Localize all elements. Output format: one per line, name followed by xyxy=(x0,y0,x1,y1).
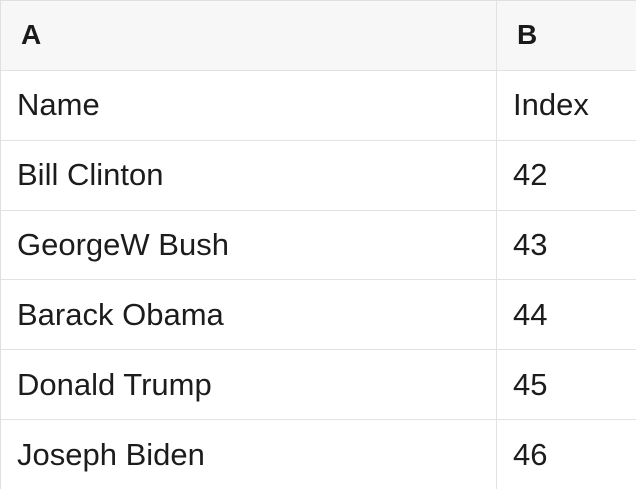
table-cell[interactable]: 44 xyxy=(497,280,636,351)
table-cell[interactable]: Donald Trump xyxy=(1,350,497,421)
table-cell[interactable]: 45 xyxy=(497,350,636,421)
column-header-b[interactable]: B xyxy=(497,1,636,71)
table-cell[interactable]: 43 xyxy=(497,210,636,281)
table-cell[interactable]: Joseph Biden xyxy=(1,420,497,489)
table-cell[interactable]: 46 xyxy=(497,420,636,489)
table-cell[interactable]: Barack Obama xyxy=(1,280,497,351)
table-cell[interactable]: 42 xyxy=(497,140,636,211)
table-cell[interactable]: Index xyxy=(497,70,636,141)
column-header-a[interactable]: A xyxy=(1,1,497,71)
table-cell[interactable]: GeorgeW Bush xyxy=(1,210,497,281)
table-cell[interactable]: Name xyxy=(1,70,497,141)
table-cell[interactable]: Bill Clinton xyxy=(1,140,497,211)
